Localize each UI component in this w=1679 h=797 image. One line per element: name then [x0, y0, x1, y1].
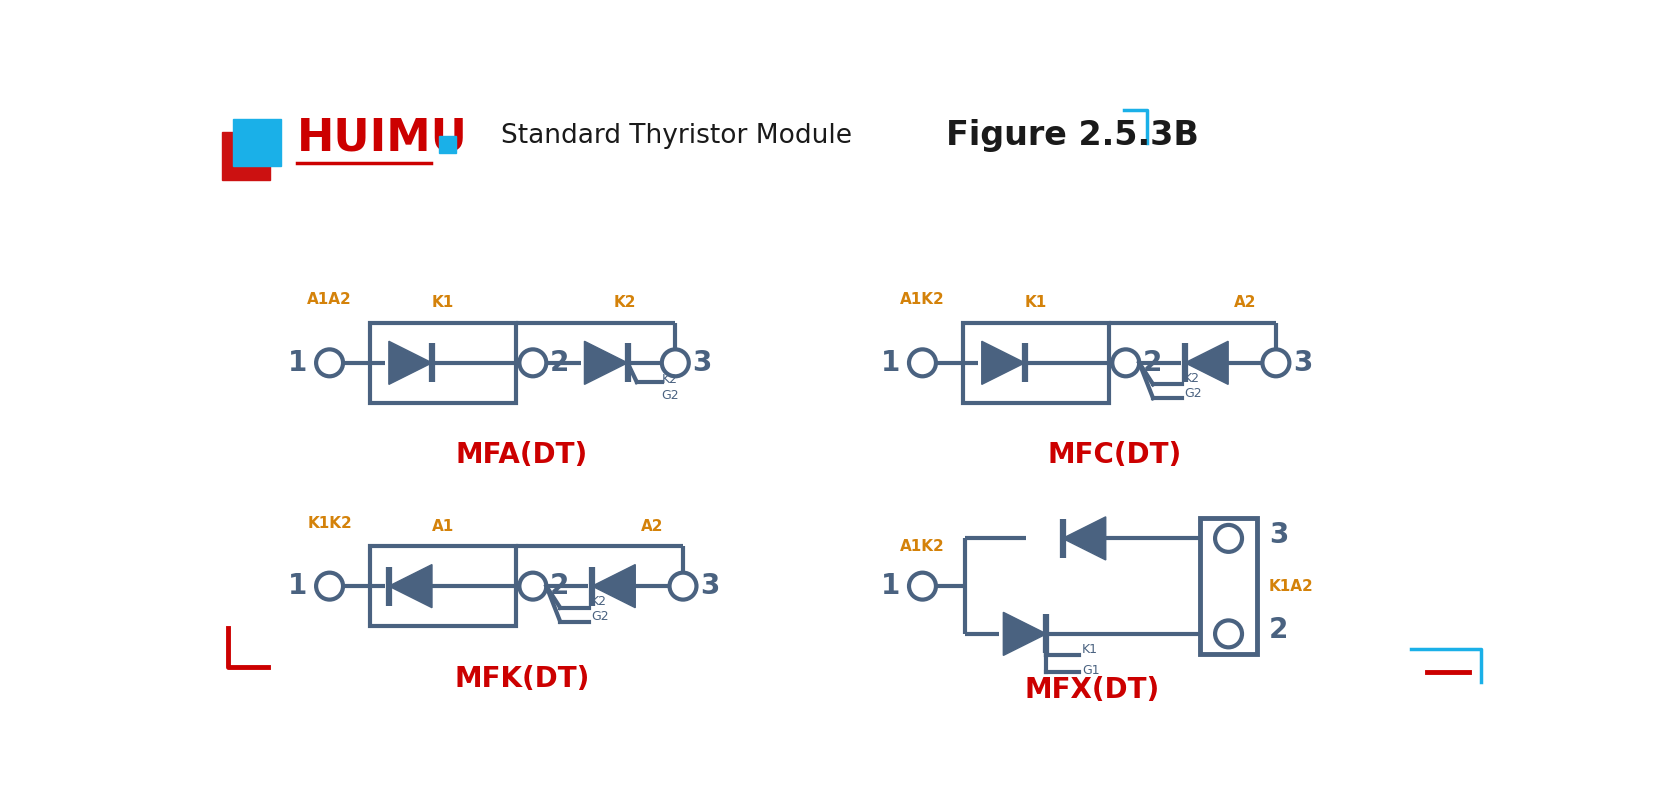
Text: 1: 1: [287, 349, 307, 377]
Text: A1A2: A1A2: [307, 292, 353, 308]
Text: MFX(DT): MFX(DT): [1024, 676, 1160, 704]
Text: Standard Thyristor Module: Standard Thyristor Module: [500, 123, 851, 149]
Text: K1: K1: [432, 296, 453, 311]
Text: G2: G2: [591, 611, 608, 623]
Text: 3: 3: [1293, 349, 1313, 377]
Text: A2: A2: [1234, 296, 1256, 311]
Text: MFA(DT): MFA(DT): [457, 442, 588, 469]
Bar: [222, 132, 270, 179]
Bar: [962, 323, 1108, 402]
Text: K2: K2: [662, 373, 677, 387]
Text: A2: A2: [641, 519, 663, 534]
Bar: [1200, 518, 1258, 654]
Text: HUIMU: HUIMU: [297, 116, 468, 159]
Bar: [438, 136, 457, 153]
Text: 1: 1: [880, 572, 900, 600]
Text: 3: 3: [692, 349, 712, 377]
Text: G2: G2: [1184, 387, 1202, 400]
Text: K1A2: K1A2: [1269, 579, 1313, 594]
Text: G1: G1: [1081, 665, 1100, 677]
Polygon shape: [390, 341, 432, 384]
Bar: [369, 546, 515, 626]
Polygon shape: [593, 564, 635, 607]
Bar: [233, 119, 280, 167]
Polygon shape: [390, 564, 432, 607]
Text: A1K2: A1K2: [900, 539, 945, 554]
Polygon shape: [1004, 612, 1046, 655]
Text: 2: 2: [1143, 349, 1162, 377]
Text: G2: G2: [662, 389, 678, 402]
Text: 2: 2: [1269, 616, 1288, 644]
Text: 3: 3: [700, 572, 719, 600]
Text: 2: 2: [549, 572, 569, 600]
Text: K1: K1: [1024, 296, 1046, 311]
Text: MFC(DT): MFC(DT): [1048, 442, 1182, 469]
Text: A1K2: A1K2: [900, 292, 945, 308]
Text: K2: K2: [591, 595, 608, 608]
Text: A1: A1: [432, 519, 453, 534]
Text: 3: 3: [1269, 520, 1288, 548]
Text: K2: K2: [615, 296, 636, 311]
Text: Figure 2.5.3B: Figure 2.5.3B: [945, 120, 1199, 152]
Text: MFK(DT): MFK(DT): [455, 665, 589, 693]
Text: 1: 1: [287, 572, 307, 600]
Polygon shape: [982, 341, 1024, 384]
Text: K1K2: K1K2: [307, 516, 353, 531]
Polygon shape: [1185, 341, 1227, 384]
Polygon shape: [1063, 516, 1106, 560]
Text: K1: K1: [1081, 642, 1098, 656]
Polygon shape: [584, 341, 628, 384]
Text: 1: 1: [880, 349, 900, 377]
Bar: [369, 323, 515, 402]
Text: 2: 2: [549, 349, 569, 377]
Text: K2: K2: [1184, 371, 1200, 385]
